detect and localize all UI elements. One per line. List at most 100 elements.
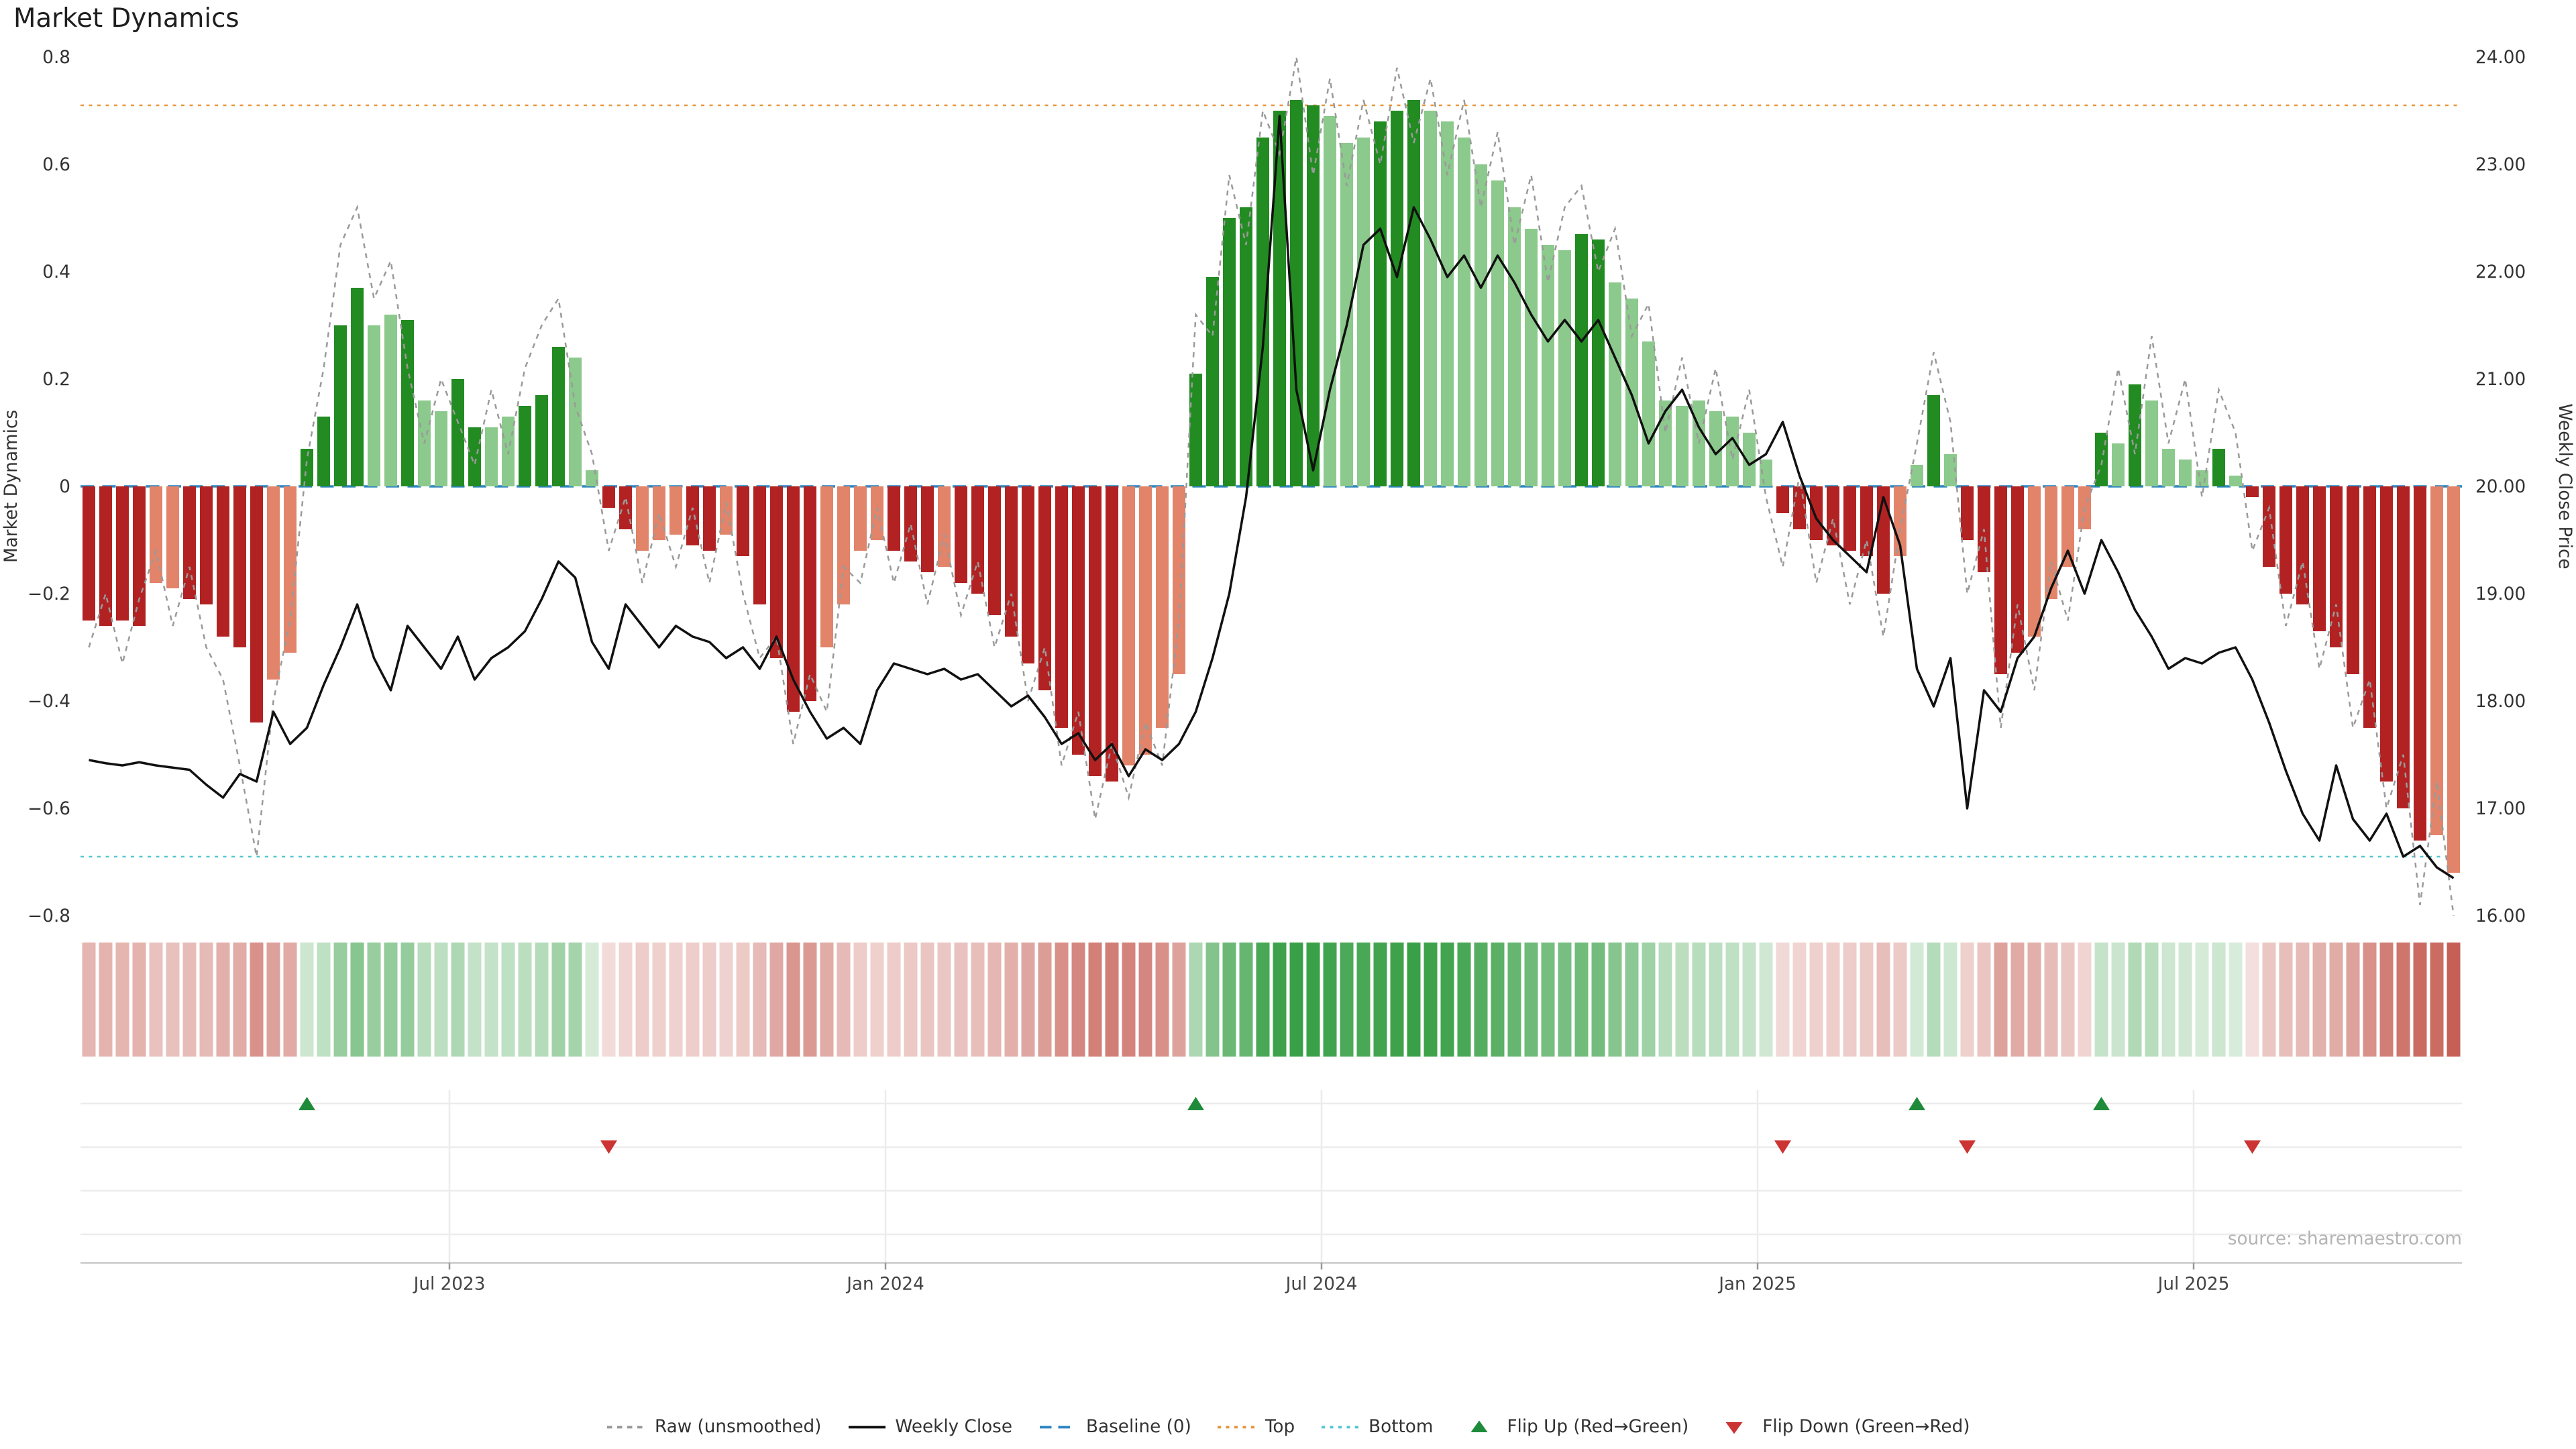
dynamics-bar: [837, 486, 850, 604]
dynamics-bar: [2414, 486, 2426, 841]
right-axis-title: Weekly Close Price: [2555, 404, 2575, 570]
dynamics-bar: [250, 486, 263, 722]
heatmap-cell: [1491, 943, 1505, 1057]
heatmap-cell: [1792, 943, 1807, 1057]
x-axis-tick-label: Jul 2025: [2157, 1275, 2230, 1295]
right-axis-tick-label: 18.00: [2475, 692, 2526, 712]
heatmap-cell: [1910, 943, 1924, 1057]
legend-item-label: Weekly Close: [895, 1417, 1013, 1438]
dynamics-bar: [686, 486, 699, 545]
main-chart-svg: 0.8 0.6 0.4 0.2 0 −0.2 −0.4 −0.6 −0.8 Market Dyna…: [1, 48, 2575, 1295]
dynamics-bar: [150, 486, 162, 583]
heatmap-cell: [853, 943, 867, 1057]
dynamics-bar: [1072, 486, 1085, 755]
page-title: Market Dynamics: [13, 3, 239, 34]
dynamics-bar: [2279, 486, 2292, 594]
dynamics-bar: [703, 486, 716, 551]
dynamics-bar: [334, 325, 347, 486]
heatmap-cell: [1407, 943, 1421, 1057]
dynamics-bar: [720, 486, 733, 535]
dynamics-bar: [1961, 486, 1974, 540]
legend-item: Flip Down (Green→Red): [1714, 1417, 1970, 1438]
heatmap-cell: [602, 943, 616, 1057]
heatmap-cell: [1440, 943, 1454, 1057]
left-axis-tick-label: −0.2: [28, 584, 70, 604]
heatmap-cell: [2044, 943, 2058, 1057]
dynamics-bar: [1810, 486, 1823, 540]
heatmap-cell: [1457, 943, 1471, 1057]
heatmap-cell: [1239, 943, 1253, 1057]
dynamics-bar: [1374, 121, 1387, 486]
dynamics-bar: [737, 486, 749, 556]
dynamics-bar: [1407, 100, 1420, 486]
heatmap-cell: [1625, 943, 1639, 1057]
dynamics-bar: [1206, 277, 1219, 486]
heatmap-cell: [1943, 943, 1957, 1057]
dynamics-bar: [1994, 486, 2007, 674]
heatmap-cell: [1373, 943, 1387, 1057]
heatmap-cell: [1725, 943, 1739, 1057]
heatmap-cell: [619, 943, 633, 1057]
heatmap-cell: [1776, 943, 1790, 1057]
heatmap-cell: [904, 943, 918, 1057]
dynamics-bar: [569, 358, 582, 486]
heatmap-ribbon: [82, 943, 2461, 1057]
dynamics-bar: [2397, 486, 2410, 808]
heatmap-cell: [2296, 943, 2310, 1057]
left-axis-title: Market Dynamics: [1, 410, 21, 563]
bottom-dotted-line-icon: [1322, 1426, 1359, 1429]
heatmap-cell: [887, 943, 901, 1057]
dynamics-bar: [1173, 486, 1185, 674]
heatmap-cell: [2010, 943, 2025, 1057]
dynamics-bar: [1827, 486, 1839, 545]
dynamics-bar: [871, 486, 883, 540]
heatmap-cell: [1642, 943, 1656, 1057]
dynamics-bar: [1307, 105, 1320, 486]
heatmap-cell: [1826, 943, 1840, 1057]
dynamics-bar: [1005, 486, 1018, 637]
heatmap-cell: [769, 943, 784, 1057]
heatmap-cell: [535, 943, 549, 1057]
heatmap-cell: [1138, 943, 1152, 1057]
dynamics-bar: [1089, 486, 1102, 776]
heatmap-cell: [1541, 943, 1555, 1057]
right-axis-tick-label: 19.00: [2475, 584, 2526, 604]
dynamics-bar: [351, 288, 364, 486]
dynamics-bar: [854, 486, 867, 551]
right-axis-tick-label: 24.00: [2475, 48, 2526, 68]
heatmap-cell: [987, 943, 1002, 1057]
flip-up-marker-icon: [2093, 1097, 2110, 1110]
heatmap-cell: [1843, 943, 1857, 1057]
legend-item: Raw (unsmoothed): [606, 1417, 821, 1438]
heatmap-cell: [2346, 943, 2360, 1057]
heatmap-cell: [820, 943, 834, 1057]
heatmap-cell: [2195, 943, 2209, 1057]
dynamics-bar: [921, 486, 934, 572]
heatmap-cell: [1323, 943, 1337, 1057]
dynamics-bar: [519, 406, 532, 486]
x-axis-tick-label: Jul 2024: [1285, 1275, 1358, 1295]
dynamics-bar: [2263, 486, 2275, 567]
heatmap-cell: [1960, 943, 1974, 1057]
dynamics-bar: [1424, 111, 1437, 486]
heatmap-cell: [132, 943, 146, 1057]
heatmap-cell: [937, 943, 951, 1057]
dynamics-bar: [770, 486, 783, 658]
raw-line: [88, 56, 2455, 916]
heatmap-cell: [870, 943, 884, 1057]
heatmap-cell: [182, 943, 197, 1057]
dynamics-bar: [1542, 245, 1554, 486]
legend-item: Flip Up (Red→Green): [1458, 1417, 1688, 1438]
dynamics-bar: [1340, 143, 1353, 486]
left-axis: 0.8 0.6 0.4 0.2 0 −0.2 −0.4 −0.6 −0.8 Market Dyna…: [1, 48, 70, 926]
heatmap-cell: [166, 943, 180, 1057]
dynamics-bar: [1609, 282, 1621, 486]
dynamics-bar: [2045, 486, 2057, 599]
heatmap-cell: [233, 943, 247, 1057]
heatmap-cell: [786, 943, 800, 1057]
heatmap-cell: [1742, 943, 1756, 1057]
heatmap-cell: [1591, 943, 1605, 1057]
heatmap-cell: [300, 943, 314, 1057]
legend-item: Bottom: [1320, 1417, 1433, 1438]
